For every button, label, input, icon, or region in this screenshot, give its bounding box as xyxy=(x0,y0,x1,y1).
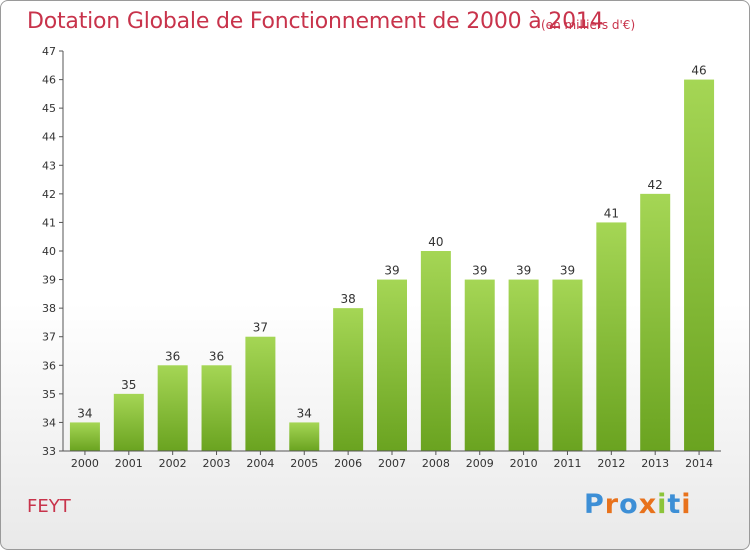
data-label-2010: 39 xyxy=(516,264,531,278)
logo-letter: t xyxy=(667,489,682,520)
x-tick-label-2013: 2013 xyxy=(641,457,669,470)
y-tick-label-44: 44 xyxy=(42,131,56,144)
logo-letter: i xyxy=(657,489,668,520)
data-label-2012: 41 xyxy=(604,206,619,220)
y-tick-label-39: 39 xyxy=(42,274,56,287)
y-tick-label-45: 45 xyxy=(42,102,56,115)
bar-2013 xyxy=(640,193,671,451)
data-label-2005: 34 xyxy=(297,406,312,420)
data-label-2008: 40 xyxy=(428,235,443,249)
data-label-2000: 34 xyxy=(77,406,92,420)
data-label-2002: 36 xyxy=(165,349,180,363)
bar-2014 xyxy=(684,79,715,452)
y-tick-label-47: 47 xyxy=(42,45,56,58)
x-tick-label-2003: 2003 xyxy=(203,457,231,470)
bar-2009 xyxy=(464,279,495,451)
bar-2004 xyxy=(245,336,276,451)
y-tick-label-33: 33 xyxy=(42,445,56,458)
bar-2002 xyxy=(157,365,188,451)
x-tick-label-2007: 2007 xyxy=(378,457,406,470)
bar-2000 xyxy=(69,422,100,451)
logo-letter: i xyxy=(681,489,692,520)
data-label-2007: 39 xyxy=(384,264,399,278)
x-tick-label-2001: 2001 xyxy=(115,457,143,470)
data-label-2001: 35 xyxy=(121,378,136,392)
commune-name: FEYT xyxy=(27,496,71,517)
x-tick-label-2011: 2011 xyxy=(553,457,581,470)
x-tick-label-2004: 2004 xyxy=(246,457,274,470)
data-label-2006: 38 xyxy=(340,292,355,306)
x-tick-label-2000: 2000 xyxy=(71,457,99,470)
x-tick-label-2005: 2005 xyxy=(290,457,318,470)
y-tick-label-37: 37 xyxy=(42,331,56,344)
x-tick-label-2008: 2008 xyxy=(422,457,450,470)
y-tick-label-36: 36 xyxy=(42,359,56,372)
bar-2007 xyxy=(377,279,407,451)
x-tick-label-2012: 2012 xyxy=(597,457,625,470)
bar-2011 xyxy=(552,279,583,451)
proxiti-logo: Proxiti xyxy=(584,489,692,520)
logo-letter: r xyxy=(604,489,620,520)
chart-subtitle: (en milliers d'€) xyxy=(541,18,636,32)
x-tick-label-2006: 2006 xyxy=(334,457,362,470)
y-tick-label-41: 41 xyxy=(42,216,56,229)
data-label-2014: 46 xyxy=(691,64,706,78)
chart-title: Dotation Globale de Fonctionnement de 20… xyxy=(27,9,604,34)
logo-letter: x xyxy=(638,489,658,520)
x-tick-label-2014: 2014 xyxy=(685,457,713,470)
y-tick-label-42: 42 xyxy=(42,188,56,201)
x-tick-label-2009: 2009 xyxy=(466,457,494,470)
bar-2005 xyxy=(289,422,320,451)
data-label-2009: 39 xyxy=(472,264,487,278)
data-label-2003: 36 xyxy=(209,349,224,363)
bar-2003 xyxy=(201,365,232,451)
logo-letter: o xyxy=(619,489,639,520)
x-tick-label-2010: 2010 xyxy=(510,457,538,470)
y-tick-label-38: 38 xyxy=(42,302,56,315)
x-tick-label-2002: 2002 xyxy=(159,457,187,470)
data-label-2004: 37 xyxy=(253,321,268,335)
y-tick-label-35: 35 xyxy=(42,388,56,401)
y-tick-label-40: 40 xyxy=(42,245,56,258)
y-tick-label-46: 46 xyxy=(42,74,56,87)
bar-2001 xyxy=(113,393,144,451)
y-tick-label-43: 43 xyxy=(42,159,56,172)
bar-2008 xyxy=(420,251,451,451)
logo-letter: P xyxy=(584,489,605,520)
bar-2006 xyxy=(333,308,364,451)
bar-2012 xyxy=(596,222,627,451)
data-label-2011: 39 xyxy=(560,264,575,278)
data-label-2013: 42 xyxy=(648,178,663,192)
bar-2010 xyxy=(508,279,539,451)
y-tick-label-34: 34 xyxy=(42,416,56,429)
